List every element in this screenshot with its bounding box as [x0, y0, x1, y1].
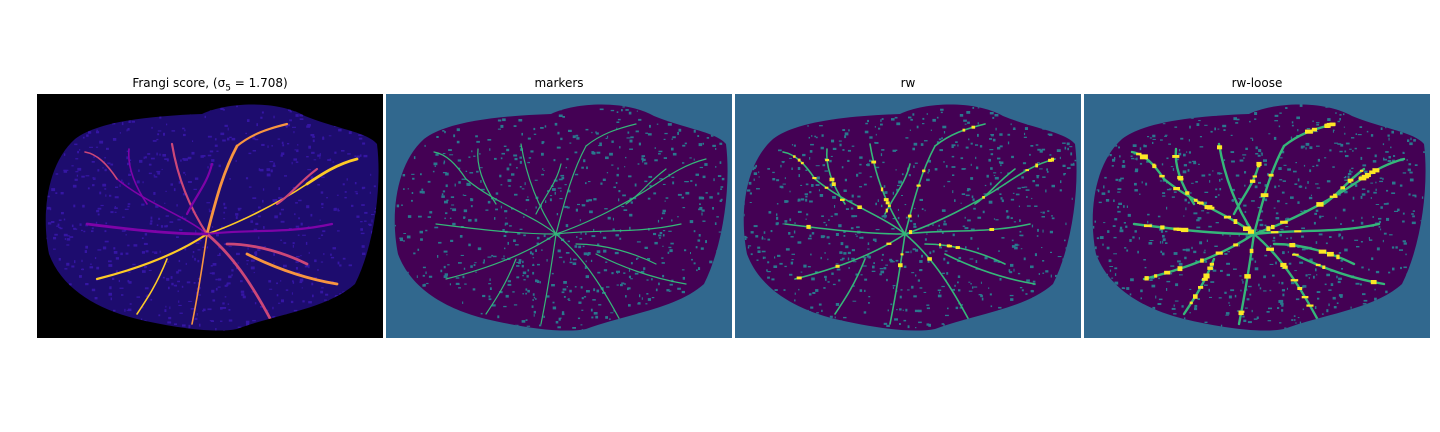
vessel	[784, 223, 906, 235]
vessel	[625, 168, 667, 205]
vessel	[904, 183, 1006, 235]
vessel	[1252, 232, 1321, 324]
vessel	[575, 243, 657, 265]
vessel	[95, 232, 209, 281]
vessel	[1252, 182, 1356, 236]
vessel	[555, 183, 657, 235]
vessel	[485, 258, 517, 315]
vessel	[595, 253, 687, 285]
vessel	[1237, 232, 1256, 326]
vessel	[275, 167, 319, 206]
vessel	[235, 122, 289, 148]
vessel	[555, 233, 622, 323]
markers-svg	[386, 94, 732, 338]
vessel	[1232, 162, 1261, 216]
highlight-blobs	[1136, 122, 1380, 316]
vessel	[535, 163, 562, 215]
rw-loose-image	[1084, 94, 1430, 338]
vessel	[794, 233, 906, 280]
markers-image	[386, 94, 732, 338]
vessel	[934, 123, 986, 147]
vessel	[834, 258, 866, 315]
vessel	[904, 145, 936, 235]
vessel	[924, 243, 1006, 265]
vessel	[1252, 144, 1286, 236]
vessel	[555, 223, 682, 235]
frangi-score-image	[37, 94, 383, 338]
vessel	[477, 148, 497, 205]
vessel	[445, 233, 557, 280]
vessel	[185, 162, 214, 216]
vessel	[540, 233, 557, 325]
vessel	[904, 223, 1031, 235]
vessel	[655, 158, 707, 185]
vessel	[904, 233, 971, 323]
vessel	[433, 151, 467, 180]
highlight-blobs	[793, 125, 1054, 280]
vessel	[245, 252, 339, 286]
vessel-network	[433, 123, 707, 325]
vessel	[1272, 242, 1356, 266]
vessel	[85, 222, 209, 236]
vessel	[889, 233, 906, 325]
vessel	[1252, 222, 1381, 236]
vessel	[84, 151, 118, 180]
panel-title-frangi: Frangi score, (σ5 = 1.708)	[132, 76, 288, 94]
panel-title-markers: markers	[534, 76, 584, 90]
vessel	[225, 242, 309, 266]
vessel	[555, 145, 587, 235]
vessel	[435, 223, 557, 235]
tissue-texture	[1092, 104, 1426, 331]
vessel	[116, 178, 208, 235]
vessel	[1217, 142, 1256, 236]
vessel	[520, 143, 557, 235]
panel-title-rw: rw	[900, 76, 916, 90]
rw-loose-svg	[1084, 94, 1430, 338]
vessel-network	[84, 122, 359, 325]
vessel	[191, 233, 208, 325]
rw-image	[735, 94, 1081, 338]
frangi-score-svg	[37, 94, 383, 338]
vessel	[305, 157, 359, 186]
vessel	[206, 183, 308, 235]
vessel	[974, 168, 1016, 205]
vessel	[585, 123, 637, 147]
vessel	[170, 142, 209, 236]
rw-svg	[735, 94, 1081, 338]
vessel	[205, 222, 334, 236]
vessel	[465, 178, 557, 235]
vessel	[944, 253, 1036, 285]
panel-title-rw-loose: rw-loose	[1231, 76, 1283, 90]
vessel	[127, 148, 148, 205]
vessel	[136, 258, 168, 315]
vessel	[205, 232, 274, 324]
vessel	[205, 144, 239, 236]
